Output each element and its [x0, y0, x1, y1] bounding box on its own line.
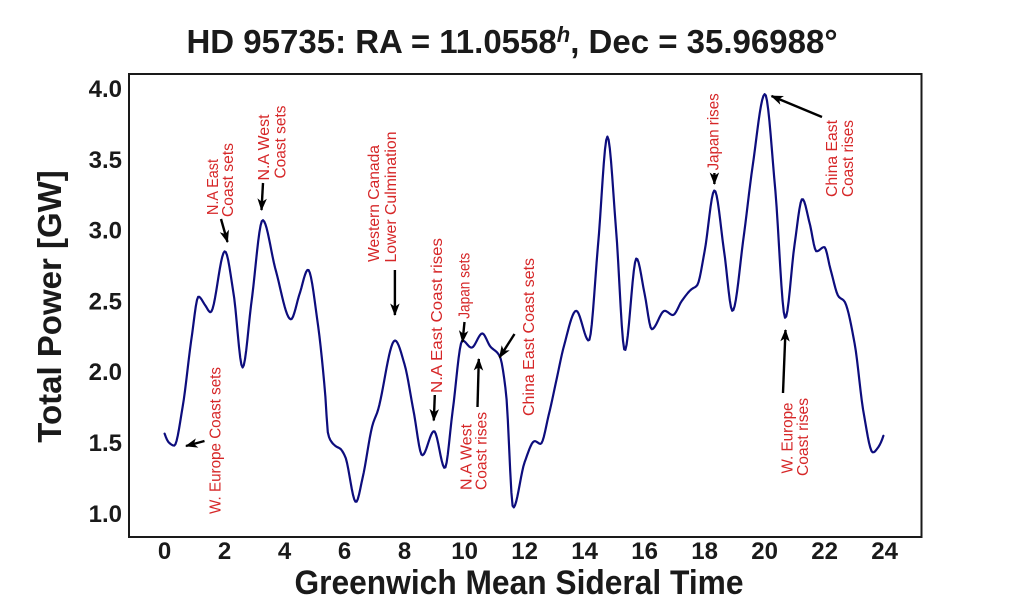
svg-text:2: 2	[218, 538, 231, 565]
svg-text:Western Canada: Western Canada	[366, 145, 383, 262]
svg-text:3.0: 3.0	[89, 218, 122, 245]
svg-text:10: 10	[451, 538, 478, 565]
svg-text:Greenwich Mean Sideral Time: Greenwich Mean Sideral Time	[295, 564, 744, 602]
svg-text:Lower Culmination: Lower Culmination	[383, 132, 400, 263]
svg-text:1.5: 1.5	[89, 430, 122, 457]
svg-text:2.5: 2.5	[89, 288, 122, 315]
svg-text:24: 24	[871, 538, 898, 565]
svg-text:Coast sets: Coast sets	[220, 143, 237, 217]
svg-text:3.5: 3.5	[89, 147, 122, 174]
svg-text:0: 0	[158, 538, 171, 565]
svg-text:Coast rises: Coast rises	[474, 412, 491, 490]
svg-text:1.0: 1.0	[89, 501, 122, 528]
svg-text:4: 4	[278, 538, 292, 565]
svg-text:N.A West: N.A West	[256, 114, 273, 181]
svg-text:N.A East: N.A East	[205, 159, 222, 215]
svg-text:16: 16	[631, 538, 658, 565]
svg-text:Japan rises: Japan rises	[706, 93, 723, 170]
svg-text:6: 6	[338, 538, 351, 565]
svg-text:China East Coast sets: China East Coast sets	[521, 258, 538, 416]
svg-text:20: 20	[751, 538, 778, 565]
svg-text:Coast rises: Coast rises	[840, 120, 857, 197]
svg-text:Total Power [GW]: Total Power [GW]	[31, 170, 68, 443]
svg-text:14: 14	[571, 538, 598, 565]
svg-text:12: 12	[511, 538, 538, 565]
svg-text:2.0: 2.0	[89, 359, 122, 386]
svg-text:4.0: 4.0	[89, 76, 122, 103]
svg-text:22: 22	[811, 538, 838, 565]
svg-text:N.A West: N.A West	[459, 423, 476, 490]
svg-text:China East: China East	[824, 119, 841, 197]
svg-text:Coast rises: Coast rises	[795, 398, 812, 476]
svg-text:HD 95735: RA = 11.0558h, Dec =: HD 95735: RA = 11.0558h, Dec = 35.96988°	[186, 22, 837, 60]
svg-text:18: 18	[691, 538, 718, 565]
svg-text:Coast sets: Coast sets	[272, 106, 289, 179]
svg-text:N.A East Coast rises: N.A East Coast rises	[429, 238, 446, 393]
svg-text:8: 8	[398, 538, 411, 565]
svg-text:W. Europe: W. Europe	[780, 402, 797, 473]
svg-text:Japan sets: Japan sets	[456, 253, 473, 319]
svg-text:W. Europe Coast sets: W. Europe Coast sets	[208, 367, 225, 514]
